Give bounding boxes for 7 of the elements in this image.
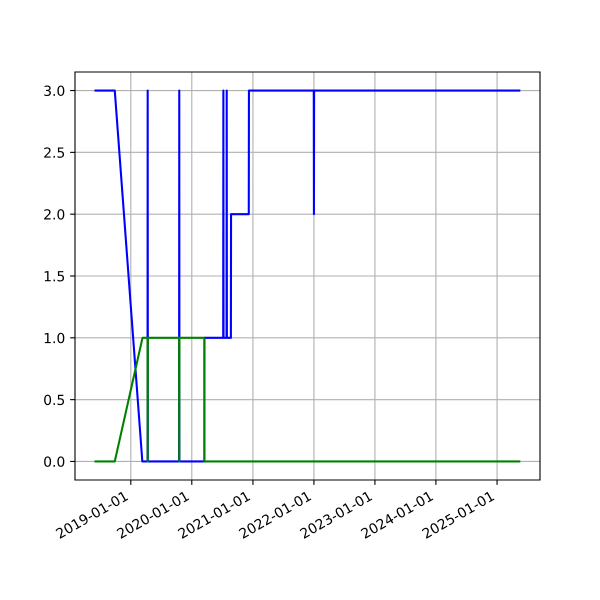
y-tick-label: 1.0 [44,332,64,344]
y-tick-label: 1.5 [44,271,64,282]
y-tick-label: 2.5 [44,147,64,158]
y-tick-label: 2.0 [44,209,64,220]
y-tick-label: 3.0 [44,86,64,96]
y-tick-label: 0.0 [44,456,64,467]
y-tick-label: 0.5 [44,394,64,406]
